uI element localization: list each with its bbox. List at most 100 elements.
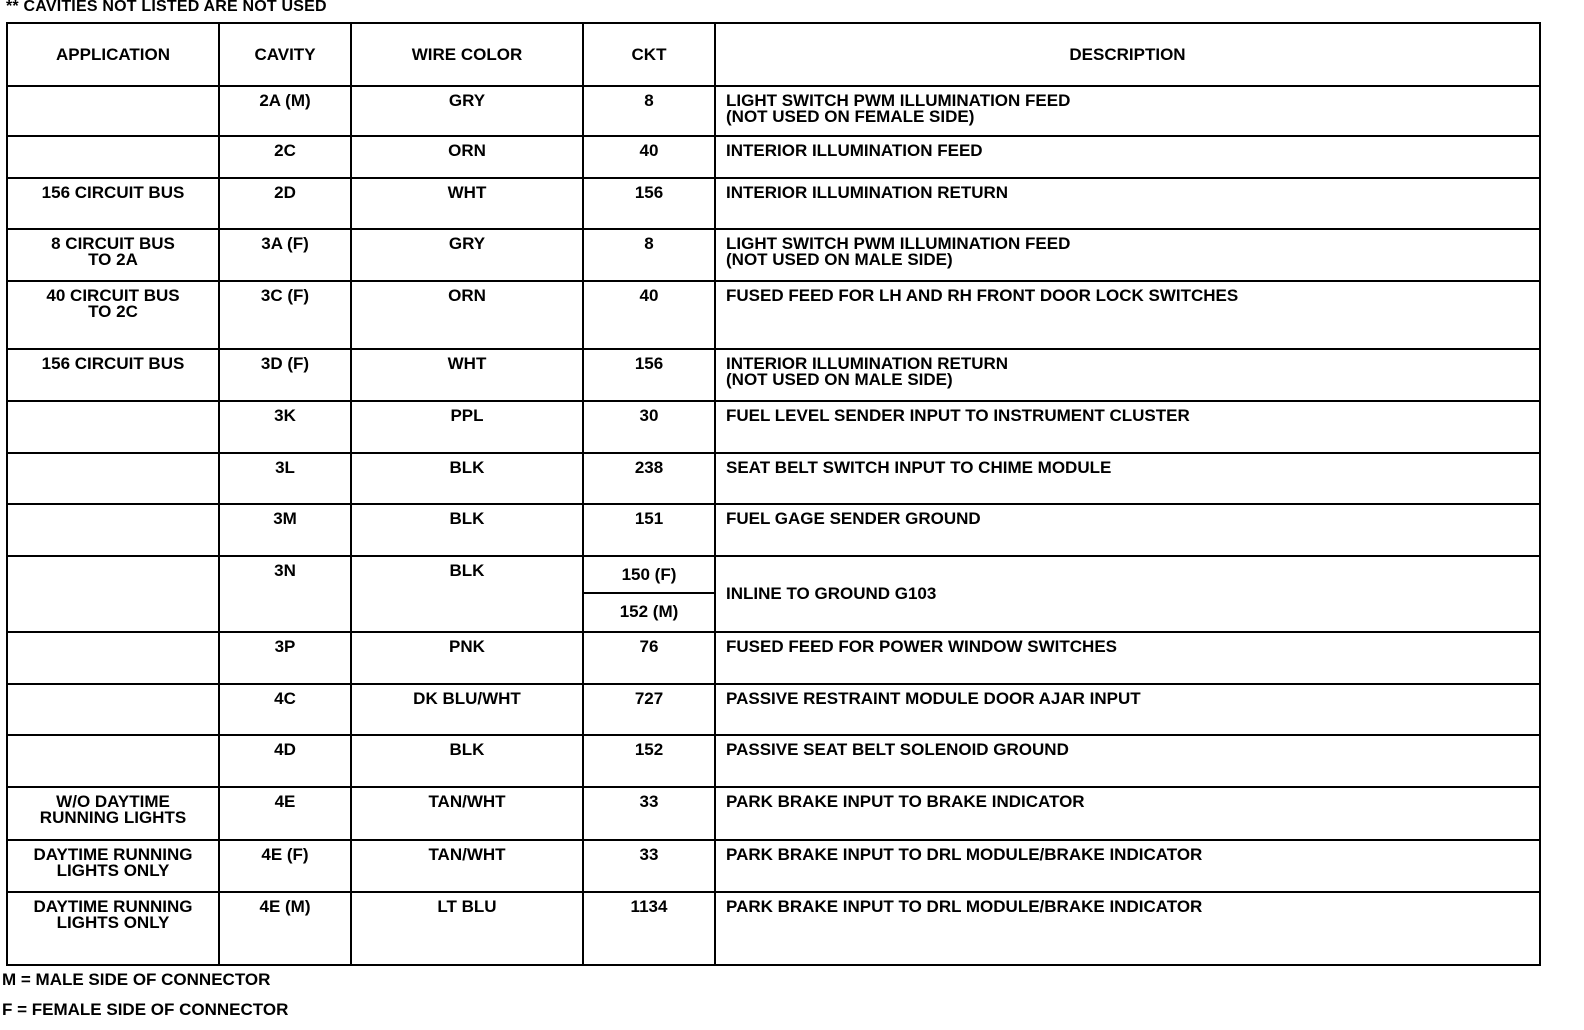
ckt-cell: 33 xyxy=(582,786,716,841)
ckt-cell-text: 76 xyxy=(639,637,659,656)
application-cell xyxy=(6,400,220,454)
description-cell-text: SEAT BELT SWITCH INPUT TO CHIME MODULE xyxy=(726,458,1112,477)
table-row: W/O DAYTIME RUNNING LIGHTS 4E TAN/WHT 33 PARK… xyxy=(6,786,1541,841)
ckt-cell-text: 33 xyxy=(639,845,659,864)
application-cell xyxy=(6,85,220,137)
ckt-cell-text: 152 xyxy=(634,740,664,759)
description-cell: PARK BRAKE INPUT TO DRL MODULE/BRAKE IND… xyxy=(714,891,1541,966)
application-cell: 40 CIRCUIT BUS TO 2C xyxy=(6,280,220,350)
description-cell-text: PASSIVE SEAT BELT SOLENOID GROUND xyxy=(726,740,1069,759)
application-cell: DAYTIME RUNNING LIGHTS ONLY xyxy=(6,891,220,966)
description-cell: LIGHT SWITCH PWM ILLUMINATION FEED (NOT U… xyxy=(714,85,1541,137)
cavity-cell: 3C (F) xyxy=(218,280,352,350)
description-cell-text-line2: (NOT USED ON MALE SIDE) xyxy=(726,370,953,389)
application-cell-text-line2: LIGHTS ONLY xyxy=(56,913,170,932)
ckt-value: 152 (M) xyxy=(619,602,679,621)
description-cell-text: LIGHT SWITCH PWM ILLUMINATION FEED xyxy=(726,234,1071,253)
wire-color-cell-text: WHT xyxy=(447,354,487,373)
footnote-male: M = MALE SIDE OF CONNECTOR xyxy=(2,970,271,989)
cavity-cell: 3P xyxy=(218,631,352,685)
cavity-cell-text: 3C (F) xyxy=(260,286,310,305)
wire-color-cell: TAN/WHT xyxy=(350,839,584,893)
header-cavity: CAVITY xyxy=(218,22,352,87)
wire-color-cell-text: ORN xyxy=(448,286,486,305)
description-cell: PASSIVE RESTRAINT MODULE DOOR AJAR INPUT xyxy=(714,683,1541,736)
table-row: 8 CIRCUIT BUS TO 2A 3A (F) GRY 8 LIGHT SWITCH… xyxy=(6,228,1541,282)
description-cell-text: FUSED FEED FOR POWER WINDOW SWITCHES xyxy=(726,637,1117,656)
cavity-cell: 3L xyxy=(218,452,352,505)
application-cell-text: 8 CIRCUIT BUS xyxy=(51,234,175,253)
application-cell xyxy=(6,683,220,736)
application-cell: 156 CIRCUIT BUS xyxy=(6,348,220,402)
description-cell-text: INTERIOR ILLUMINATION RETURN xyxy=(726,183,1009,202)
wire-color-cell-text: BLK xyxy=(449,740,485,759)
wire-color-cell-text: BLK xyxy=(449,509,485,528)
ckt-cell-text: 8 xyxy=(644,234,654,253)
description-cell: PASSIVE SEAT BELT SOLENOID GROUND xyxy=(714,734,1541,788)
wire-color-cell-text: TAN/WHT xyxy=(428,792,506,811)
cavity-cell-text: 4D xyxy=(274,740,296,759)
ckt-cell: 30 xyxy=(582,400,716,454)
description-cell: INTERIOR ILLUMINATION RETURN xyxy=(714,177,1541,230)
cavity-cell-text: 3K xyxy=(274,406,296,425)
table-row: 156 CIRCUIT BUS 3D (F) WHT 156 INTERIOR ILLU… xyxy=(6,348,1541,402)
cavity-cell: 4E (M) xyxy=(218,891,352,966)
wire-color-cell: DK BLU/WHT xyxy=(350,683,584,736)
description-cell: INLINE TO GROUND G103 xyxy=(714,555,1541,633)
description-cell: FUEL GAGE SENDER GROUND xyxy=(714,503,1541,557)
ckt-value: 150 (F) xyxy=(584,557,714,594)
cavity-cell-text: 4C xyxy=(274,689,296,708)
description-cell-text: PASSIVE RESTRAINT MODULE DOOR AJAR INPUT xyxy=(726,689,1141,708)
table-row: 2C ORN 40 INTERIOR ILLUMINATION FEED xyxy=(6,135,1541,179)
description-cell-text: PARK BRAKE INPUT TO DRL MODULE/BRAKE IND… xyxy=(726,897,1203,916)
ckt-cell: 76 xyxy=(582,631,716,685)
ckt-cell-text: 727 xyxy=(634,689,664,708)
header-application: APPLICATION xyxy=(6,22,220,87)
wire-color-cell: WHT xyxy=(350,348,584,402)
ckt-cell-text: 30 xyxy=(639,406,659,425)
ckt-cell-text: 40 xyxy=(639,141,659,160)
cavity-cell: 3K xyxy=(218,400,352,454)
cavity-cell-text: 4E xyxy=(274,792,296,811)
description-cell-text: INLINE TO GROUND G103 xyxy=(726,584,937,603)
wire-color-cell-text: PNK xyxy=(449,637,485,656)
application-cell-text: 156 CIRCUIT BUS xyxy=(41,183,185,202)
table-row: 3K PPL 30 FUEL LEVEL SENDER INPUT TO INSTRU… xyxy=(6,400,1541,454)
cavity-cell-text: 3N xyxy=(274,561,296,580)
cavity-cell: 2C xyxy=(218,135,352,179)
table-row: 4C DK BLU/WHT 727 PASSIVE RESTRAINT MODULE … xyxy=(6,683,1541,736)
application-cell-text: W/O DAYTIME xyxy=(56,792,170,811)
cavity-cell: 4E xyxy=(218,786,352,841)
cavity-cell: 2A (M) xyxy=(218,85,352,137)
cavity-cell: 3D (F) xyxy=(218,348,352,402)
ckt-cell-text: 1134 xyxy=(630,897,668,916)
header-ckt: CKT xyxy=(582,22,716,87)
application-cell: DAYTIME RUNNING LIGHTS ONLY xyxy=(6,839,220,893)
cavity-cell: 3N xyxy=(218,555,352,633)
table-row: DAYTIME RUNNING LIGHTS ONLY 4E (M) LT BLU 11… xyxy=(6,891,1541,966)
wire-color-cell: BLK xyxy=(350,734,584,788)
application-cell-text: DAYTIME RUNNING xyxy=(33,845,193,864)
ckt-cell: 150 (F) 152 (M) xyxy=(582,555,716,633)
description-cell-text-line2: (NOT USED ON FEMALE SIDE) xyxy=(726,107,975,126)
table-row: 156 CIRCUIT BUS 2D WHT 156 INTERIOR ILLUMINA… xyxy=(6,177,1541,230)
cavity-cell: 3M xyxy=(218,503,352,557)
wire-color-cell: BLK xyxy=(350,503,584,557)
description-cell-text: PARK BRAKE INPUT TO BRAKE INDICATOR xyxy=(726,792,1085,811)
ckt-cell: 1134 xyxy=(582,891,716,966)
cavity-cell-text: 2A (M) xyxy=(259,91,311,110)
ckt-cell-text: 156 xyxy=(634,354,664,373)
table-row: 3L BLK 238 SEAT BELT SWITCH INPUT TO CHIME … xyxy=(6,452,1541,505)
table-row: 4D BLK 152 PASSIVE SEAT BELT SOLENOID GROUN… xyxy=(6,734,1541,788)
table-row: 3N BLK 150 (F) 152 (M) INLINE TO GROUND G103 xyxy=(6,555,1541,633)
wire-color-cell: TAN/WHT xyxy=(350,786,584,841)
ckt-cell-text: 156 xyxy=(634,183,664,202)
wire-color-cell-text: BLK xyxy=(449,561,485,580)
header-row: APPLICATION CAVITY WIRE COLOR CKT DESCRI… xyxy=(6,22,1541,87)
ckt-cell: 238 xyxy=(582,452,716,505)
top-note: ** CAVITIES NOT LISTED ARE NOT USED xyxy=(6,0,327,15)
cavity-cell: 2D xyxy=(218,177,352,230)
wire-color-cell-text: DK BLU/WHT xyxy=(413,689,521,708)
description-cell-text: LIGHT SWITCH PWM ILLUMINATION FEED xyxy=(726,91,1071,110)
table-row: 3M BLK 151 FUEL GAGE SENDER GROUND xyxy=(6,503,1541,557)
